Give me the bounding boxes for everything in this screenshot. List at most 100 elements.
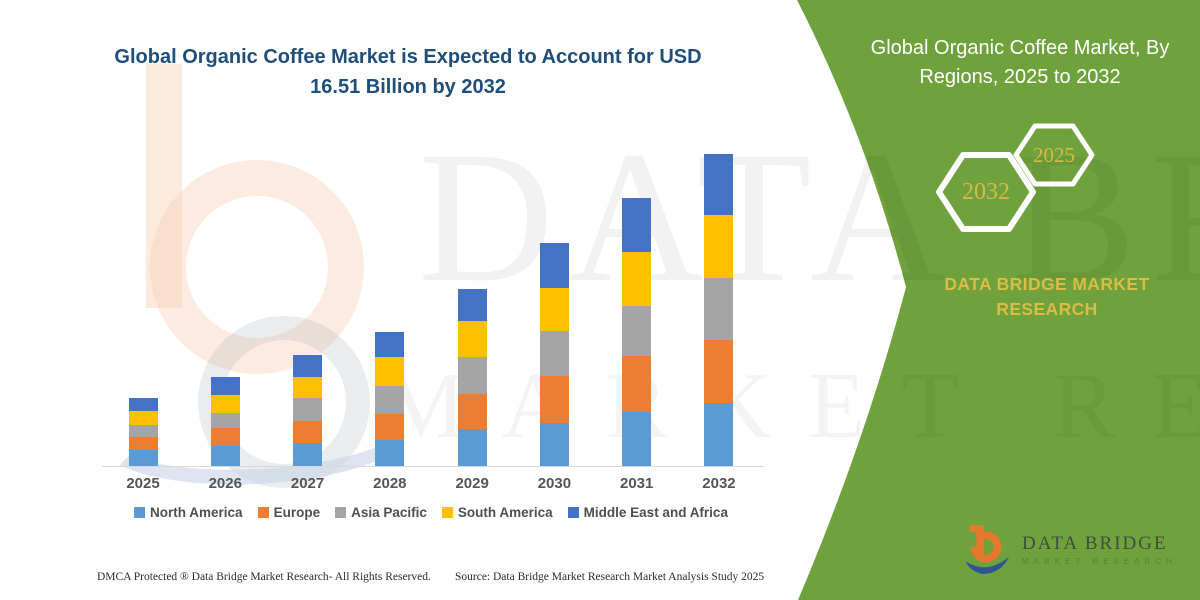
bar-segment-middle-east-and-africa bbox=[539, 242, 569, 288]
hexagon-2025-label: 2025 bbox=[1033, 142, 1075, 167]
bar-segment-middle-east-and-africa bbox=[704, 153, 734, 215]
bar-segment-middle-east-and-africa bbox=[457, 288, 487, 322]
bar-column-2029 bbox=[441, 288, 503, 466]
bar-column-2026 bbox=[194, 376, 256, 466]
chart-title-line2: 16.51 Billion by 2032 bbox=[310, 76, 506, 98]
x-axis-label-2032: 2032 bbox=[702, 475, 736, 492]
bar-segment-north-america bbox=[704, 403, 734, 466]
stacked-bar-2027 bbox=[293, 354, 323, 466]
legend-item-asia-pacific: Asia Pacific bbox=[335, 505, 427, 520]
bar-segment-europe bbox=[539, 376, 569, 423]
copyright-text: DMCA Protected ® Data Bridge Market Rese… bbox=[97, 571, 431, 583]
hexagon-outline-icon bbox=[1013, 123, 1095, 187]
x-axis-line bbox=[102, 466, 764, 467]
bar-column-2031 bbox=[606, 197, 668, 466]
bar-segment-north-america bbox=[375, 439, 405, 466]
legend-label: Europe bbox=[273, 505, 321, 520]
x-axis-label-2030: 2030 bbox=[537, 475, 572, 492]
hexagon-2032-label: 2032 bbox=[962, 178, 1010, 205]
panel-brand-line2: RESEARCH bbox=[996, 299, 1098, 320]
bar-segment-middle-east-and-africa bbox=[210, 376, 240, 395]
bar-column-2030 bbox=[523, 242, 585, 466]
bar-segment-asia-pacific bbox=[622, 305, 652, 356]
hexagon-2032: 2032 bbox=[936, 150, 1036, 234]
stacked-bar-2031 bbox=[622, 197, 652, 466]
panel-brand-line1: DATA BRIDGE MARKET bbox=[944, 274, 1150, 294]
stacked-bar-2029 bbox=[457, 288, 487, 466]
bar-column-2027 bbox=[277, 354, 339, 466]
stacked-bar-2026 bbox=[210, 376, 240, 466]
legend-item-south-america: South America bbox=[441, 505, 553, 520]
bar-segment-europe bbox=[457, 394, 487, 430]
stacked-bar-2028 bbox=[375, 331, 405, 466]
x-axis-label-2029: 2029 bbox=[455, 475, 489, 492]
bar-segment-europe bbox=[210, 428, 240, 446]
bar-segment-north-america bbox=[457, 429, 487, 466]
bar-segment-north-america bbox=[539, 422, 569, 466]
legend-item-middle-east-and-africa: Middle East and Africa bbox=[567, 505, 728, 520]
bar-segment-north-america bbox=[210, 446, 240, 466]
legend-label: Middle East and Africa bbox=[583, 505, 728, 520]
bar-segment-north-america bbox=[622, 412, 652, 466]
bar-segment-middle-east-and-africa bbox=[375, 331, 405, 357]
data-bridge-logo: DATA BRIDGE MARKET RESEARCH bbox=[962, 522, 1177, 576]
bar-segment-north-america bbox=[293, 442, 323, 466]
legend-swatch-icon bbox=[335, 507, 347, 518]
bar-segment-south-america bbox=[375, 356, 405, 386]
bar-segment-europe bbox=[293, 420, 323, 443]
legend-item-europe: Europe bbox=[257, 505, 321, 520]
bar-segment-south-america bbox=[704, 214, 734, 279]
bar-segment-asia-pacific bbox=[210, 412, 240, 429]
legend-swatch-icon bbox=[134, 507, 146, 518]
stacked-bar-chart: 2025 2026 2027 2028 2029 2030 2031 2032 North A… bbox=[100, 136, 764, 520]
data-bridge-logo-icon bbox=[965, 524, 1010, 574]
bar-segment-europe bbox=[704, 339, 734, 404]
legend-label: Asia Pacific bbox=[351, 505, 427, 520]
x-axis-label-2025: 2025 bbox=[126, 475, 160, 492]
bar-segment-south-america bbox=[622, 251, 652, 306]
chart-legend: North America Europe Asia Pacific South Ame… bbox=[100, 505, 762, 520]
bar-segment-europe bbox=[375, 414, 405, 440]
bar-segment-asia-pacific bbox=[457, 357, 487, 395]
x-axis-label-2031: 2031 bbox=[620, 475, 654, 492]
chart-title-line1: Global Organic Coffee Market is Expected… bbox=[114, 46, 702, 68]
bar-segment-middle-east-and-africa bbox=[622, 197, 652, 252]
bar-segment-south-america bbox=[210, 394, 240, 413]
chart-title: Global Organic Coffee Market is Expected… bbox=[108, 42, 708, 102]
panel-heading-line1: Global Organic Coffee Market, By bbox=[870, 37, 1170, 59]
stacked-bar-2032 bbox=[704, 153, 734, 466]
panel-heading-line2: Regions, 2025 to 2032 bbox=[919, 66, 1121, 88]
bar-segment-south-america bbox=[128, 410, 158, 426]
panel-heading: Global Organic Coffee Market, By Regions… bbox=[852, 34, 1188, 92]
x-axis-labels: 2025 2026 2027 2028 2029 2030 2031 2032 bbox=[100, 475, 762, 492]
bar-segment-south-america bbox=[457, 321, 487, 358]
stacked-bar-2030 bbox=[539, 242, 569, 466]
bar-segment-asia-pacific bbox=[375, 385, 405, 415]
hexagon-2025: 2025 bbox=[1013, 122, 1095, 188]
bar-segment-north-america bbox=[128, 449, 158, 466]
bar-column-2025 bbox=[112, 398, 174, 466]
bar-segment-middle-east-and-africa bbox=[293, 354, 323, 377]
legend-label: South America bbox=[457, 505, 553, 520]
bar-segment-asia-pacific bbox=[128, 425, 158, 437]
x-axis-label-2028: 2028 bbox=[373, 475, 407, 492]
bar-segment-south-america bbox=[293, 376, 323, 399]
bar-segment-asia-pacific bbox=[704, 278, 734, 340]
legend-item-north-america: North America bbox=[134, 505, 243, 520]
legend-swatch-icon bbox=[441, 507, 453, 518]
legend-swatch-icon bbox=[567, 507, 579, 518]
hexagon-outline-icon bbox=[936, 152, 1036, 232]
x-axis-label-2027: 2027 bbox=[290, 475, 325, 492]
x-axis-label-2026: 2026 bbox=[208, 475, 242, 492]
panel-brand-text: DATA BRIDGE MARKET RESEARCH bbox=[888, 272, 1200, 323]
bar-segment-asia-pacific bbox=[539, 331, 569, 377]
legend-label: North America bbox=[150, 505, 243, 520]
logo-subname: MARKET RESEARCH bbox=[1022, 556, 1177, 566]
stacked-bar-2025 bbox=[128, 398, 158, 466]
bar-segment-south-america bbox=[539, 287, 569, 332]
bar-column-2032 bbox=[688, 153, 750, 466]
logo-name: DATA BRIDGE bbox=[1022, 532, 1168, 554]
bar-segment-europe bbox=[622, 355, 652, 412]
